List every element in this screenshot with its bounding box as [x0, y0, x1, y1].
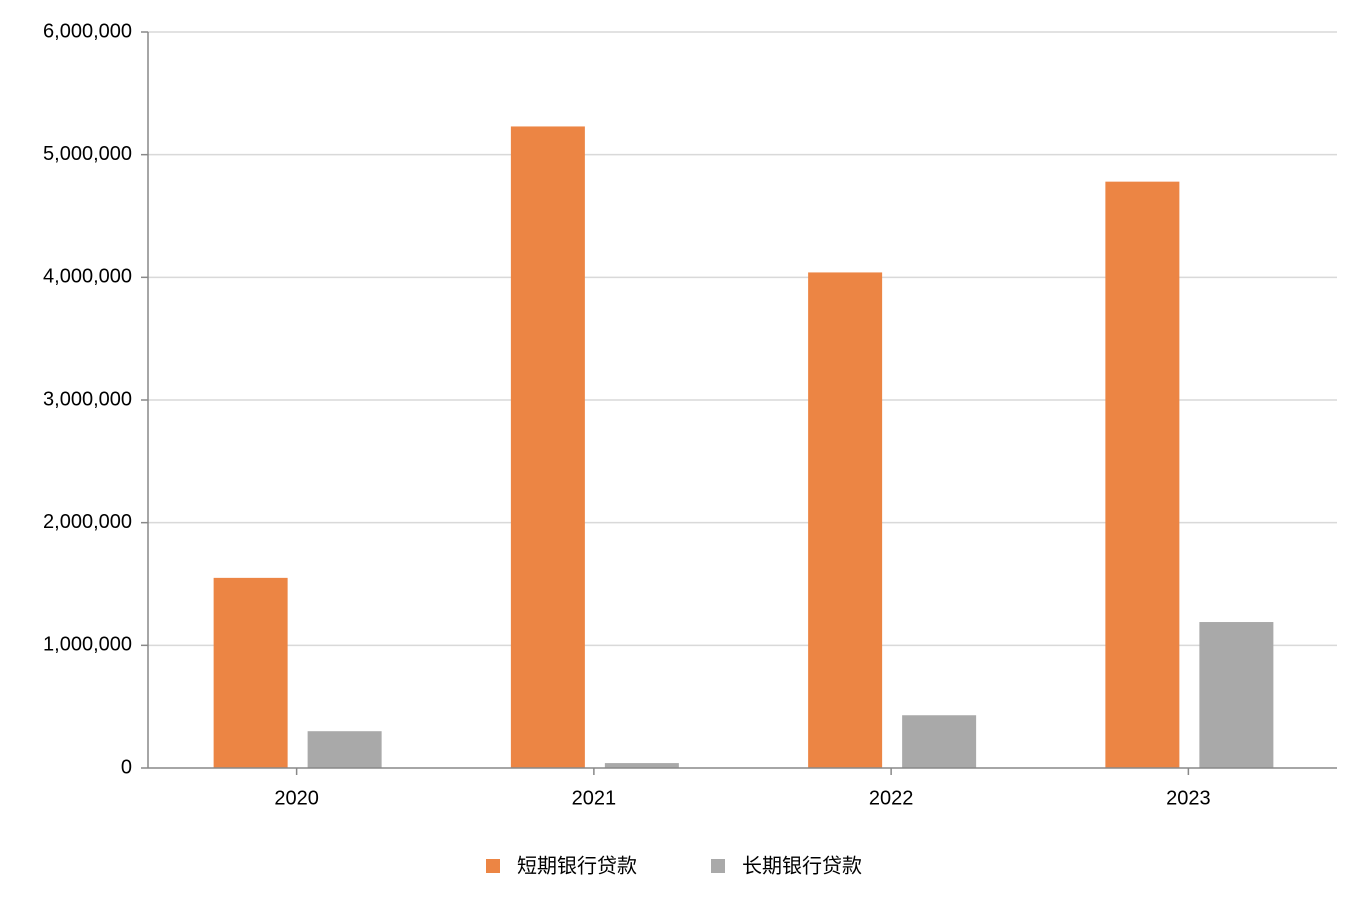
y-tick-label: 0	[121, 756, 132, 778]
y-tick-label: 3,000,000	[43, 388, 132, 410]
y-tick-label: 1,000,000	[43, 634, 132, 656]
bar	[213, 577, 288, 768]
legend-swatch	[711, 859, 725, 873]
legend-label: 短期银行贷款	[517, 854, 637, 877]
bar	[1199, 622, 1274, 768]
x-tick-label: 2023	[1166, 787, 1211, 809]
bar	[1105, 181, 1180, 769]
x-tick-label: 2022	[869, 787, 914, 809]
bar	[808, 272, 883, 768]
x-tick-label: 2020	[274, 787, 319, 809]
y-tick-label: 5,000,000	[43, 143, 132, 165]
bar	[510, 126, 585, 769]
legend-swatch	[486, 859, 500, 873]
y-tick-label: 6,000,000	[43, 20, 132, 42]
y-tick-label: 4,000,000	[43, 266, 132, 288]
bar	[307, 731, 382, 768]
bar	[902, 715, 977, 768]
legend-label: 长期银行贷款	[742, 854, 862, 877]
y-tick-label: 2,000,000	[43, 511, 132, 533]
x-tick-label: 2021	[572, 787, 617, 809]
bar	[604, 763, 679, 768]
